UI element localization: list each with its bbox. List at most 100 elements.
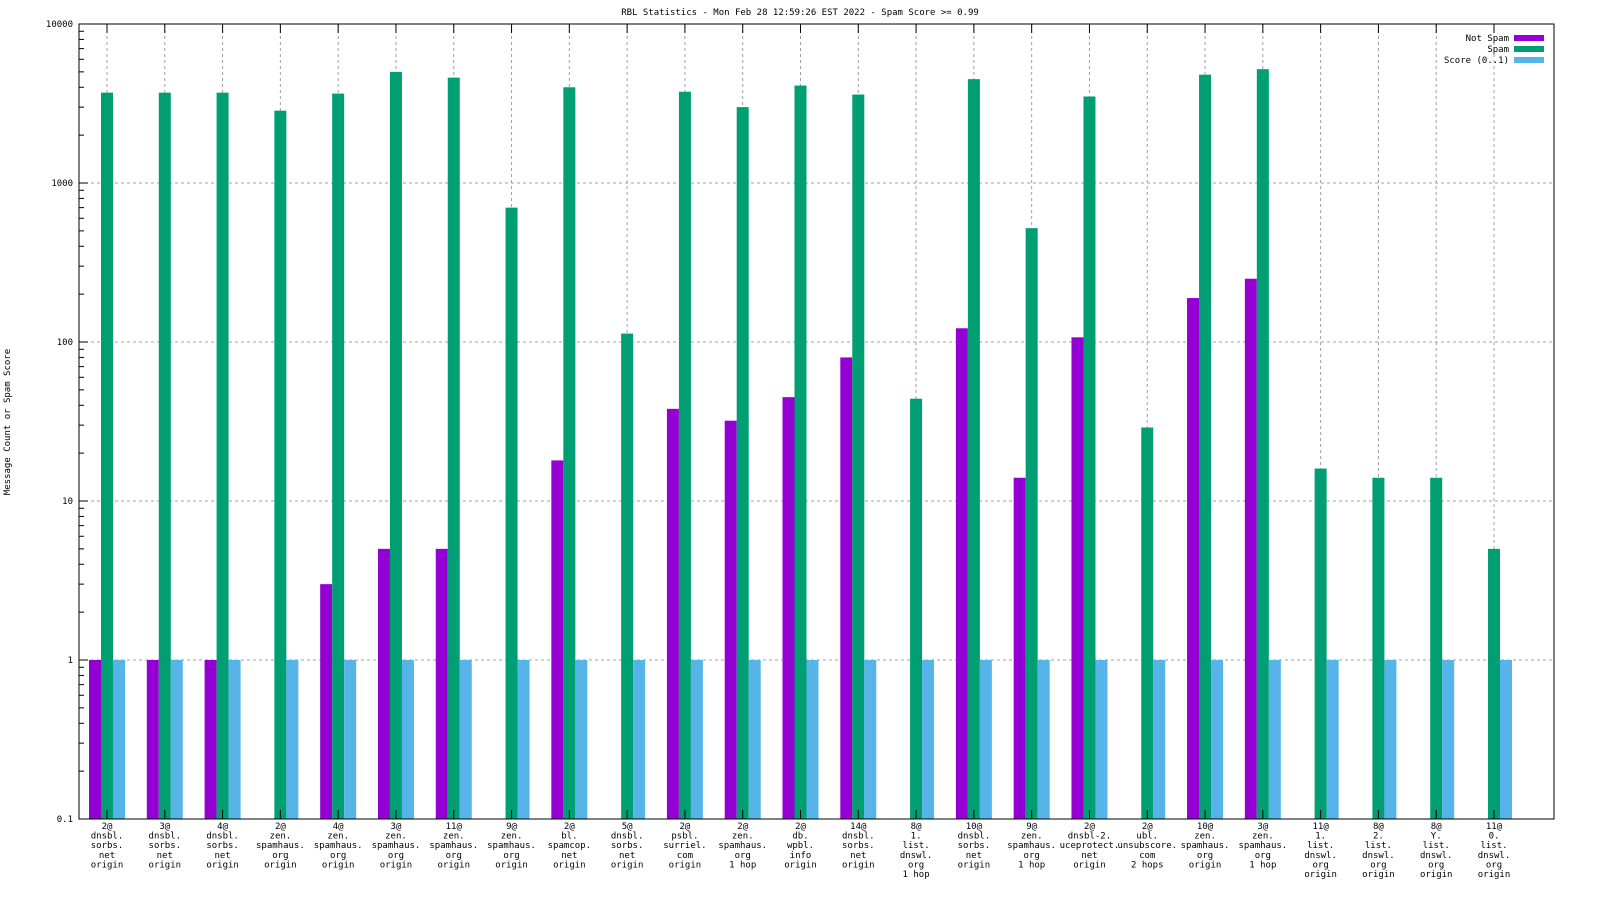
x-category-label: 5@ dnsbl. sorbs. net origin [611,822,644,870]
x-category-label-line: spamcop. [548,841,591,851]
x-category-label: 11@ 0. list. dnswl. org origin [1478,822,1511,880]
x-category-label-line: zen. [443,832,465,842]
x-category-label-line: 9@ [506,822,517,832]
x-category-label-line: origin [495,860,528,870]
x-category-label-line: sorbs. [149,841,182,851]
score-bar [979,660,992,819]
x-category-label-line: spamhaus. [487,841,536,851]
x-category-label-line: 2@ [564,822,575,832]
x-category-label-line: zen. [732,832,754,842]
spam-bar [1256,69,1269,820]
y-axis-label: Message Count or Spam Score [3,349,13,495]
x-category-label-line: dnsbl-2. [1068,832,1111,842]
x-category-label-line: net [619,851,635,861]
x-category-label-line: 1. [1315,832,1326,842]
x-category-label-line: 1 hop [729,860,756,870]
spam-bar [1025,228,1038,820]
not-spam-bar [724,420,737,819]
x-category-label-line: dnsbl. [206,832,239,842]
x-category-label-line: spamhaus. [1007,841,1056,851]
x-category-label-line: Y. [1431,832,1442,842]
not-spam-bar [89,660,101,819]
x-category-label-line: zen. [1252,832,1274,842]
x-category-label-line: sorbs. [958,841,991,851]
spam-bar [1199,74,1212,820]
score-bar [170,660,183,819]
x-category-label-line: origin [958,860,991,870]
not-spam-bar [666,408,679,819]
x-category-label-line: net [157,851,173,861]
spam-bar [1083,96,1096,820]
x-category-label-line: spamhaus. [429,841,478,851]
spam-bar [852,94,865,819]
not-spam-bar [204,660,217,819]
x-category-label: 8@ 2. list. dnswl. org origin [1362,822,1395,880]
not-spam-bar [1187,298,1200,819]
x-category-label-line: zen. [270,832,292,842]
x-category-label: 2@ zen. spamhaus. org origin [256,822,305,870]
x-category-label: 9@ zen. spamhaus. org 1 hop [1007,822,1056,870]
legend-not-spam-swatch [1514,35,1544,41]
score-bar [1500,660,1512,819]
x-category-label-line: zen. [327,832,349,842]
x-category-label-line: 2@ [795,822,806,832]
score-bar [1268,660,1281,819]
x-category-label-line: surriel. [663,841,706,851]
spam-bar [1372,477,1385,819]
x-category-label-line: dnsbl. [842,832,875,842]
x-category-label-line: dnswl. [1304,851,1337,861]
x-category-label-line: dnsbl. [149,832,182,842]
x-category-label-line: sorbs. [91,841,124,851]
x-category-label-line: 1. [911,832,922,842]
x-category-label-line: origin [437,860,470,870]
score-bar [459,660,472,819]
x-category-label-line: org [446,851,462,861]
x-category-label-line: org [1255,851,1271,861]
not-spam-bar [377,548,390,819]
y-tick-label: 1 [68,656,73,666]
x-category-label: 2@ dnsbl. sorbs. net origin [91,822,124,870]
spam-bar [736,107,749,820]
legend-spam-swatch [1514,46,1544,52]
not-spam-bar [1013,477,1026,819]
x-category-label-line: 2@ [679,822,690,832]
spam-bar [389,71,402,819]
x-category-label-line: org [1312,860,1328,870]
x-category-label-line: 14@ [850,822,867,832]
x-category-label-line: zen. [1194,832,1216,842]
x-category-label-line: 4@ [333,822,344,832]
x-category-label-line: 8@ [911,822,922,832]
x-category-label-line: 8@ [1431,822,1442,832]
x-category-label-line: 9@ [1026,822,1037,832]
spam-bar [1430,477,1443,819]
x-category-label: 3@ dnsbl. sorbs. net origin [149,822,182,870]
x-category-label-line: spamhaus. [718,841,767,851]
x-category-label-line: com [677,851,693,861]
x-category-label-line: 0. [1489,832,1500,842]
x-category-label-line: 8@ [1373,822,1384,832]
spam-bar [1314,468,1327,819]
x-category-label-line: info [790,851,812,861]
x-category-label-line: net [1081,851,1097,861]
legend-not-spam-label: Not Spam [1466,34,1509,44]
score-bar [517,660,530,819]
spam-bar [967,79,980,819]
x-category-label: 2@ bl. spamcop. net origin [548,822,591,870]
x-category-label-line: 1 hop [1018,860,1045,870]
score-bar [344,660,357,819]
x-category-label-line: origin [380,860,413,870]
x-category-label-line: origin [1420,870,1453,880]
score-bar [1153,660,1166,819]
spam-bar [621,333,634,819]
not-spam-bar [840,357,853,819]
x-category-label-line: origin [553,860,586,870]
x-category-label: 4@ zen. spamhaus. org origin [314,822,363,870]
x-category-label-line: spamhaus. [314,841,363,851]
not-spam-bar [955,328,968,819]
spam-bar [1141,427,1154,819]
x-category-label-line: dnswl. [1478,851,1511,861]
x-category-label-line: origin [1189,860,1222,870]
